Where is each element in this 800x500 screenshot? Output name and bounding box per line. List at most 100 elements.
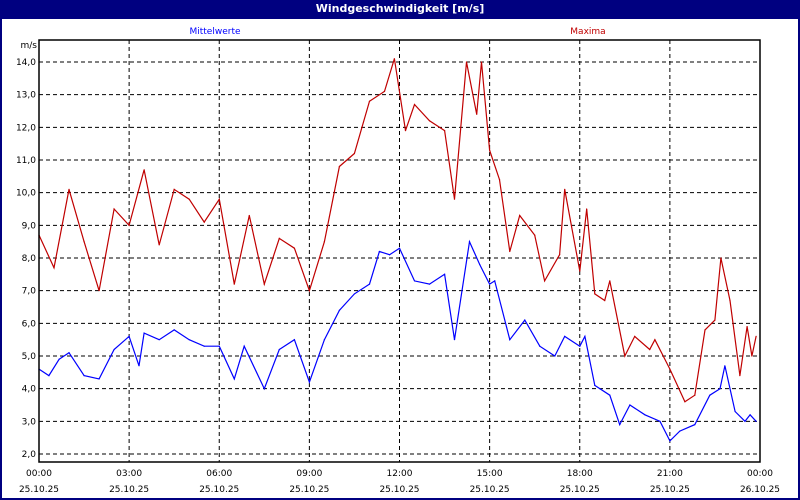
data-point-maxima xyxy=(586,208,588,210)
data-point-mittelwerte xyxy=(564,335,566,337)
y-tick-label: 10,0 xyxy=(16,189,36,199)
data-point-mittelwerte xyxy=(494,280,496,282)
data-point-maxima xyxy=(594,293,596,295)
data-point-maxima xyxy=(684,401,686,403)
x-tick-date: 25.10.25 xyxy=(289,485,329,495)
data-point-mittelwerte xyxy=(113,348,115,351)
y-tick-label: 12,0 xyxy=(16,123,36,133)
data-point-maxima xyxy=(308,290,310,292)
data-point-maxima xyxy=(498,179,501,181)
data-point-mittelwerte xyxy=(218,345,220,347)
data-point-mittelwerte xyxy=(489,283,491,285)
data-point-mittelwerte xyxy=(353,293,356,295)
data-point-maxima xyxy=(158,244,160,246)
window-title: Windgeschwindigkeit [m/s] xyxy=(0,0,800,19)
data-point-maxima xyxy=(428,120,431,122)
data-point-mittelwerte xyxy=(734,410,736,413)
data-point-maxima xyxy=(746,326,748,328)
data-point-mittelwerte xyxy=(308,381,310,383)
x-tick-time: 09:00 xyxy=(296,469,322,479)
data-point-maxima xyxy=(83,241,85,243)
window-border xyxy=(0,19,800,500)
data-point-maxima xyxy=(278,237,280,239)
data-point-mittelwerte xyxy=(138,365,140,367)
data-point-maxima xyxy=(128,224,130,226)
x-tick-date: 25.10.25 xyxy=(650,485,690,495)
data-point-mittelwerte xyxy=(619,424,621,426)
data-point-mittelwerte xyxy=(278,348,280,351)
data-point-maxima xyxy=(393,58,395,60)
data-point-maxima xyxy=(559,254,561,256)
data-point-mittelwerte xyxy=(323,339,325,341)
data-point-maxima xyxy=(624,355,626,357)
data-point-mittelwerte xyxy=(609,394,611,396)
y-tick-label: 4,0 xyxy=(22,385,37,395)
data-point-mittelwerte xyxy=(443,273,446,275)
data-point-maxima xyxy=(489,149,491,151)
data-point-maxima xyxy=(509,250,511,253)
data-point-maxima xyxy=(739,375,741,377)
y-tick-label: 3,0 xyxy=(22,417,37,427)
data-point-mittelwerte xyxy=(744,420,746,422)
data-point-maxima xyxy=(579,270,581,272)
y-tick-label: 14,0 xyxy=(16,58,36,68)
data-point-mittelwerte xyxy=(749,414,751,416)
data-point-maxima xyxy=(383,90,386,92)
data-point-mittelwerte xyxy=(58,358,60,360)
data-point-maxima xyxy=(714,319,716,321)
data-point-mittelwerte xyxy=(428,283,431,285)
data-point-mittelwerte xyxy=(98,378,100,380)
data-point-maxima xyxy=(203,221,205,223)
data-point-maxima xyxy=(404,130,407,132)
x-tick-date: 25.10.25 xyxy=(560,485,600,495)
plot-frame xyxy=(38,39,761,463)
data-point-mittelwerte xyxy=(48,375,50,377)
data-point-maxima xyxy=(68,188,70,190)
y-tick-label: 13,0 xyxy=(16,91,36,101)
data-point-mittelwerte xyxy=(68,352,70,354)
x-tick-date: 25.10.25 xyxy=(199,485,239,495)
legend-mittelwerte: Mittelwerte xyxy=(189,27,240,37)
data-point-mittelwerte xyxy=(188,339,190,341)
data-point-maxima xyxy=(53,267,55,269)
x-tick-date: 25.10.25 xyxy=(109,485,149,495)
data-point-maxima xyxy=(604,299,606,302)
x-tick-date: 25.10.25 xyxy=(470,485,510,495)
data-point-maxima xyxy=(634,335,636,337)
data-point-mittelwerte xyxy=(524,319,526,321)
data-point-mittelwerte xyxy=(398,247,401,249)
data-point-maxima xyxy=(669,368,671,370)
data-point-mittelwerte xyxy=(694,424,696,426)
data-point-maxima xyxy=(704,329,706,331)
data-point-mittelwerte xyxy=(468,241,471,243)
x-tick-date: 25.10.25 xyxy=(379,485,419,495)
data-point-mittelwerte xyxy=(539,345,541,347)
x-tick-time: 21:00 xyxy=(657,469,683,479)
data-point-maxima xyxy=(694,394,696,396)
data-point-maxima xyxy=(751,355,753,357)
data-point-maxima xyxy=(654,339,656,341)
data-point-mittelwerte xyxy=(83,375,85,377)
data-point-mittelwerte xyxy=(173,329,175,331)
data-point-mittelwerte xyxy=(709,394,711,396)
data-point-maxima xyxy=(519,214,521,217)
data-point-maxima xyxy=(323,241,325,243)
y-tick-label: 5,0 xyxy=(22,352,37,362)
data-point-mittelwerte xyxy=(293,339,295,341)
data-point-maxima xyxy=(609,280,611,282)
data-point-mittelwerte xyxy=(755,420,757,422)
x-tick-time: 18:00 xyxy=(567,469,593,479)
data-point-mittelwerte xyxy=(263,388,265,390)
data-point-mittelwerte xyxy=(243,345,245,347)
series-line-maxima xyxy=(38,58,757,403)
x-tick-date: 25.10.25 xyxy=(19,485,59,495)
data-point-maxima xyxy=(480,61,483,63)
y-tick-label: 2,0 xyxy=(22,450,37,460)
data-point-maxima xyxy=(188,198,190,200)
data-point-maxima xyxy=(353,152,356,155)
y-tick-label: 9,0 xyxy=(22,221,37,231)
x-tick-time: 12:00 xyxy=(387,469,413,479)
data-point-maxima xyxy=(465,61,468,63)
data-point-maxima xyxy=(453,198,456,200)
